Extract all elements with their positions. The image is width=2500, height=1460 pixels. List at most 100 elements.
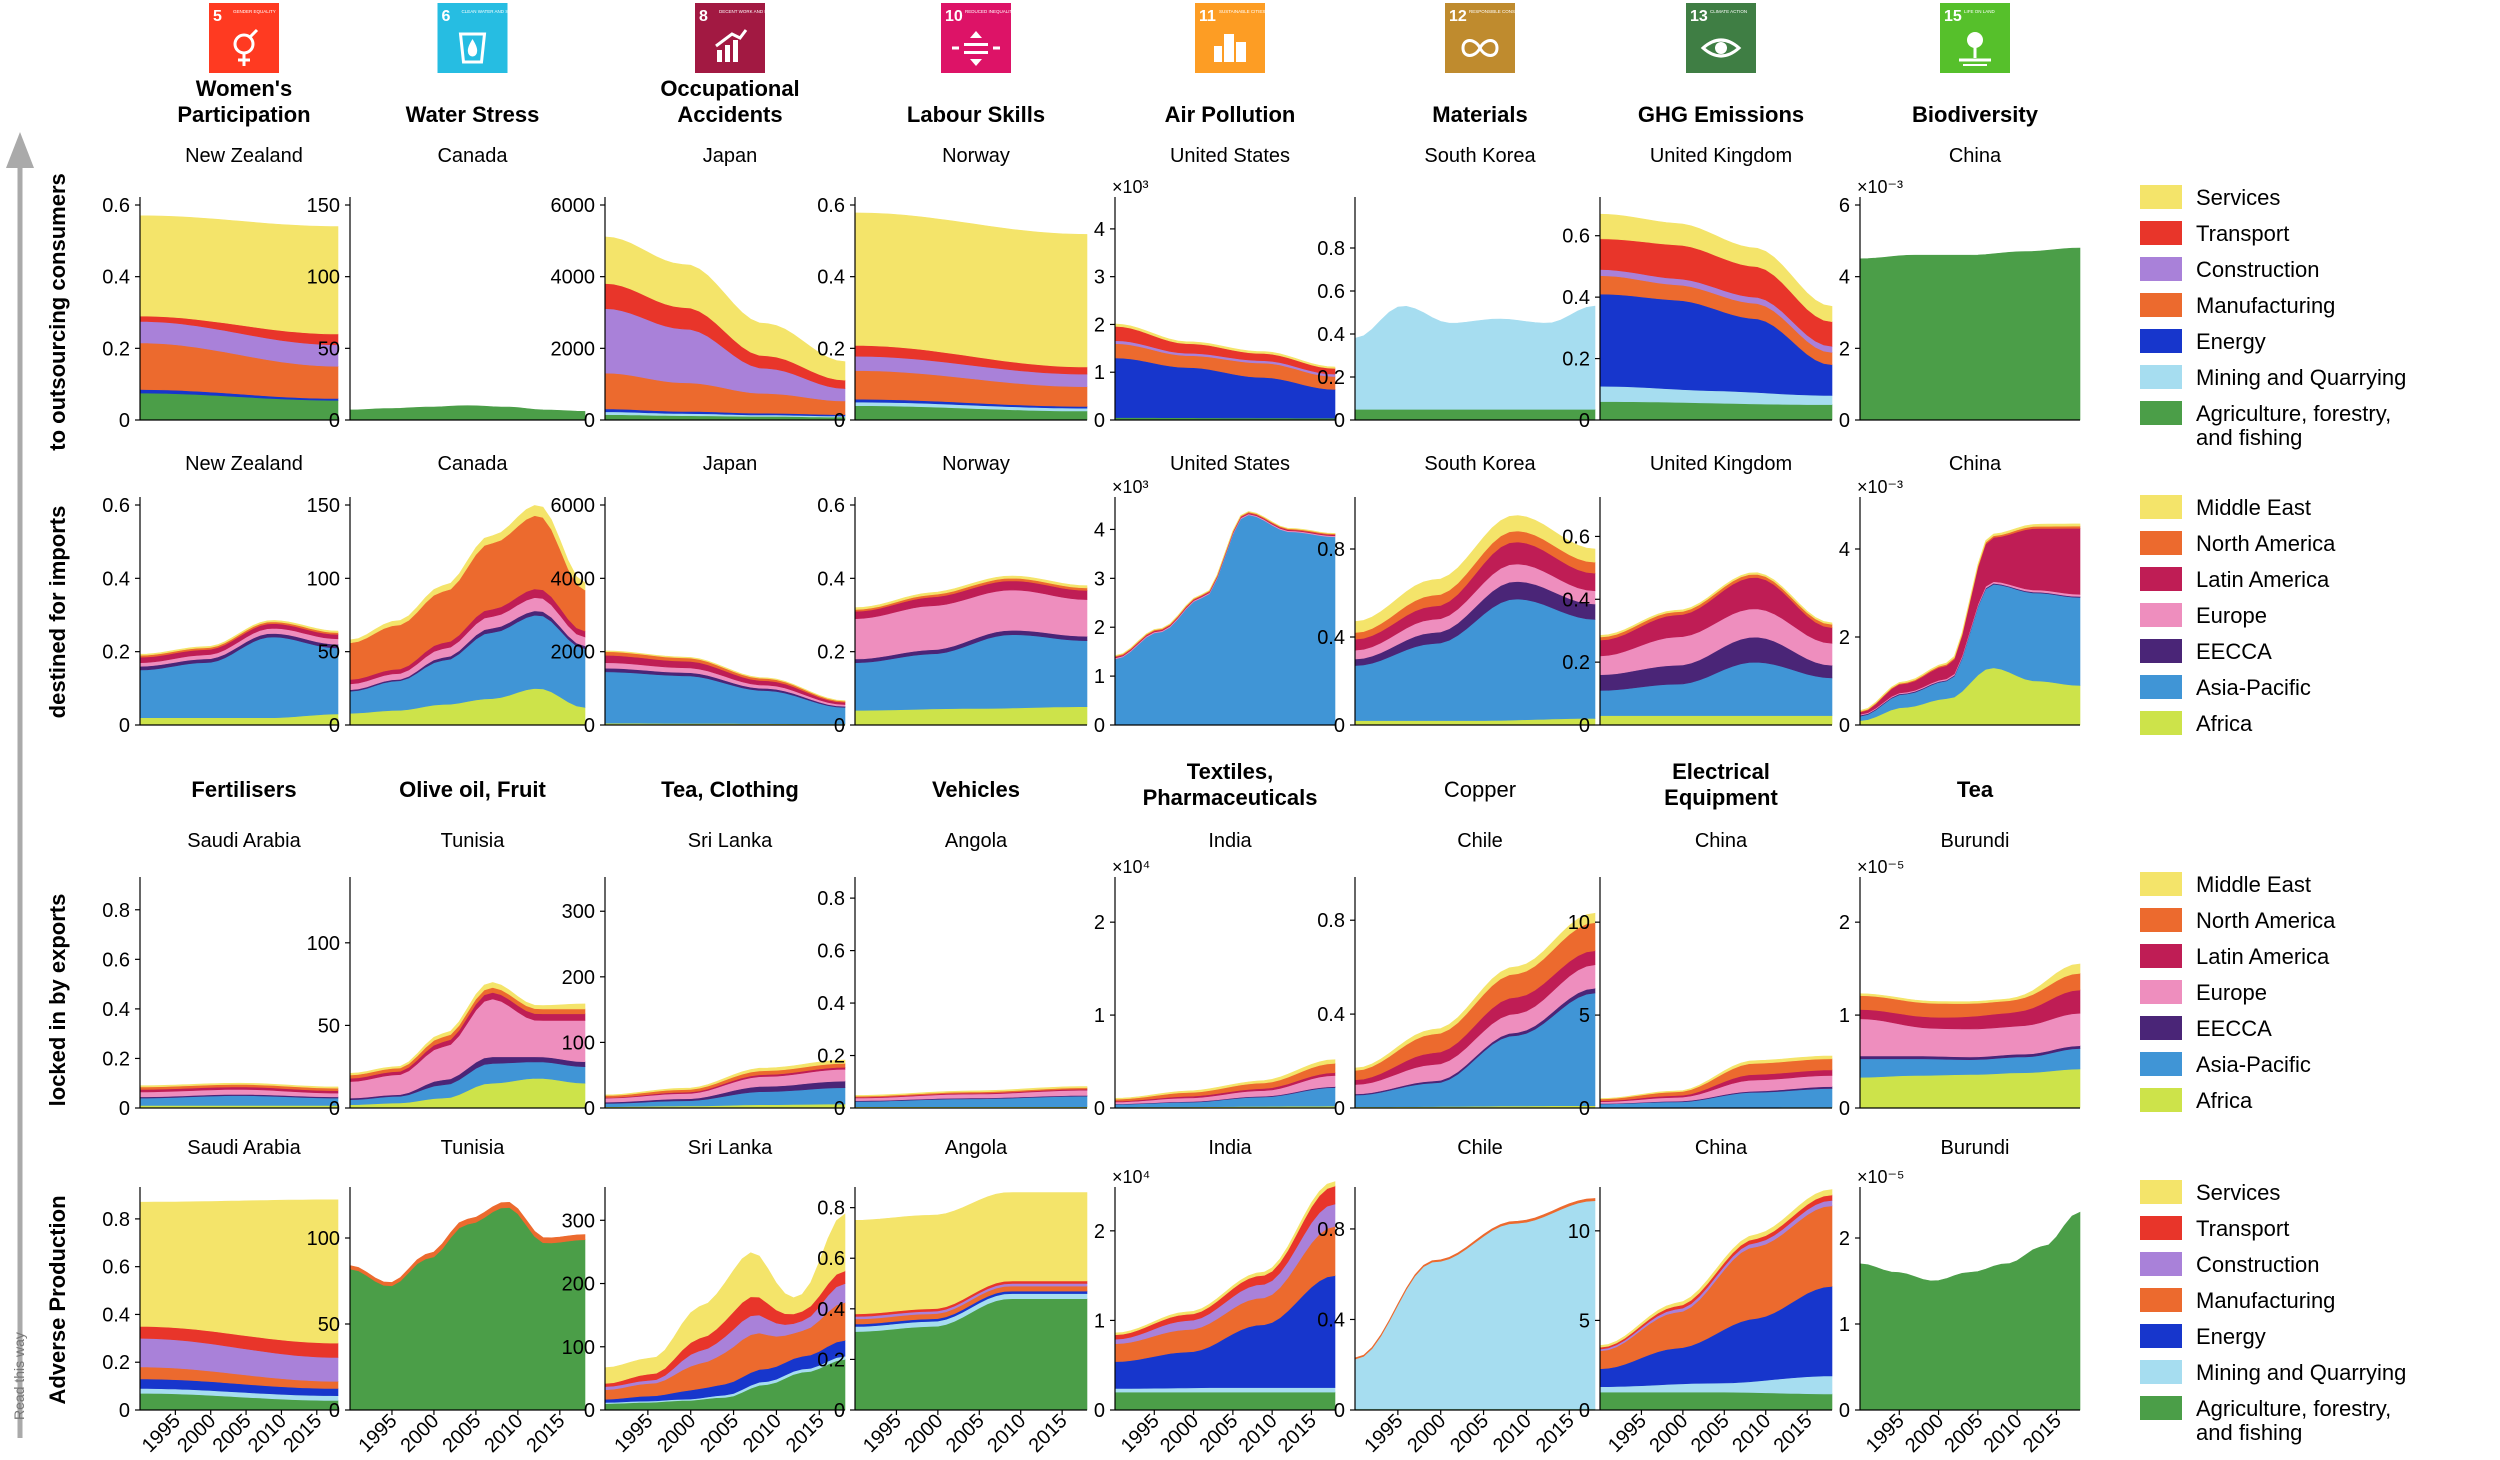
- area-middle-east: [1599, 572, 1833, 638]
- y-tick-label: 0: [1094, 1098, 1105, 1120]
- y-tick-label: 2000: [551, 338, 596, 360]
- country-label: Burundi: [1941, 1137, 2010, 1159]
- y-tick-label: 100: [562, 1032, 595, 1054]
- sdg-number: 12: [1449, 8, 1467, 25]
- legend-label-line: and fishing: [2196, 1420, 2302, 1445]
- legend-label: Middle East: [2196, 495, 2311, 520]
- legend-label-line: Europe: [2196, 980, 2267, 1005]
- y-tick-label: 0.6: [102, 195, 130, 217]
- y-tick-label: 0.2: [817, 1349, 845, 1371]
- y-tick-label: 0.4: [817, 993, 845, 1015]
- panel-r2c0: 0 0.2 0.4 0.6 0.8: [102, 877, 339, 1120]
- x-tick-label: 2005: [1446, 1410, 1493, 1457]
- x-tick-label: 2015: [1770, 1410, 1817, 1457]
- sdg-tile: [1445, 3, 1515, 73]
- legend-swatch: [2140, 944, 2182, 968]
- scale-label: ×10³: [1112, 177, 1149, 197]
- country-label: Canada: [437, 453, 508, 475]
- indicator-title-2: Occupational Accidents: [660, 76, 799, 127]
- product-title-3-line: Vehicles: [932, 777, 1020, 802]
- indicator-title-3-line: Labour Skills: [907, 102, 1045, 127]
- y-tick-label: 0.6: [817, 1248, 845, 1270]
- x-tick-label: 2015: [1532, 1410, 1579, 1457]
- area-middle-east: [1599, 1055, 1833, 1100]
- y-tick-label: 0: [1094, 1400, 1105, 1422]
- legend-label: Asia-Pacific: [2196, 675, 2311, 700]
- product-title-2-line: Tea, Clothing: [661, 777, 799, 802]
- legend-label: Europe: [2196, 603, 2267, 628]
- y-tick-label: 200: [562, 967, 595, 989]
- panel-r1c0: 0 0.2 0.4 0.6: [102, 495, 339, 737]
- y-tick-label: 50: [318, 1314, 340, 1336]
- legend-label-line: Energy: [2196, 1324, 2266, 1349]
- area-agriculture-forestry-: [1599, 1391, 1833, 1411]
- legend-label-line: Africa: [2196, 711, 2253, 736]
- x-tick-label: 1995: [859, 1410, 906, 1457]
- y-tick-label: 0.4: [817, 568, 845, 590]
- y-tick-label: 0.6: [102, 495, 130, 517]
- legend-item: Europe: [2140, 980, 2267, 1005]
- y-tick-label: 2: [1094, 617, 1105, 639]
- y-tick-label: 2: [1839, 1228, 1850, 1250]
- row-label-3: Adverse Production: [45, 1195, 70, 1404]
- y-tick-label: 0: [1334, 410, 1345, 432]
- y-tick-label: 0: [119, 410, 130, 432]
- legend-item: Mining and Quarrying: [2140, 365, 2406, 390]
- legend-swatch: [2140, 401, 2182, 425]
- sdg-number: 8: [699, 8, 708, 25]
- gender-symbol-icon: [233, 28, 259, 66]
- legend-swatch: [2140, 711, 2182, 735]
- y-tick-label: 0: [1839, 1098, 1850, 1120]
- product-title-4-line: Textiles,: [1187, 759, 1273, 784]
- sdg-caption: RESPONSIBLE CONSUMPTION AND PRODUCTION: [1469, 9, 1578, 14]
- legend-label-line: Agriculture, forestry,: [2196, 401, 2391, 426]
- legend-label-line: EECCA: [2196, 639, 2272, 664]
- area-mining-and-quarrying: [1354, 1200, 1596, 1410]
- country-label: New Zealand: [185, 453, 303, 475]
- x-tick-label: 2015: [522, 1410, 569, 1457]
- area-services: [604, 236, 846, 381]
- legend-swatch: [2140, 1016, 2182, 1040]
- country-label: Norway: [942, 145, 1010, 167]
- country-label: Tunisia: [441, 1137, 506, 1159]
- country-label: China: [1949, 145, 2002, 167]
- y-tick-label: 0.4: [1317, 324, 1345, 346]
- legend-label-line: EECCA: [2196, 1016, 2272, 1041]
- legend-label: Services: [2196, 1180, 2280, 1205]
- y-tick-label: 10: [1568, 1221, 1590, 1243]
- country-label: India: [1208, 830, 1252, 852]
- indicator-title-7-line: Biodiversity: [1912, 102, 2039, 127]
- legend-swatch: [2140, 1088, 2182, 1112]
- sdg-caption: DECENT WORK AND ECONOMIC GROWTH: [719, 9, 811, 14]
- y-tick-label: 0.2: [817, 642, 845, 664]
- area-services: [1114, 1181, 1336, 1336]
- legend-label-line: Latin America: [2196, 944, 2330, 969]
- panel-r0c7: 0 2 4 6 ×10⁻³: [1839, 177, 2081, 432]
- y-tick-label: 0.4: [1317, 627, 1345, 649]
- area-middle-east: [349, 982, 586, 1076]
- y-tick-label: 1: [1094, 666, 1105, 688]
- indicator-title-1-line: Water Stress: [406, 102, 540, 127]
- legend-swatch: [2140, 257, 2182, 281]
- y-tick-label: 5: [1579, 1005, 1590, 1027]
- country-label: South Korea: [1424, 145, 1536, 167]
- legend-swatch: [2140, 221, 2182, 245]
- y-tick-label: 0.2: [102, 1048, 130, 1070]
- y-tick-label: 0: [1579, 715, 1590, 737]
- y-tick-label: 50: [318, 642, 340, 664]
- y-tick-label: 6000: [551, 195, 596, 217]
- x-tick-label: 2015: [1274, 1410, 1321, 1457]
- legend-item: Africa: [2140, 1088, 2253, 1113]
- y-tick-label: 2000: [551, 642, 596, 664]
- y-tick-label: 0.6: [817, 495, 845, 517]
- legend-swatch: [2140, 495, 2182, 519]
- y-tick-label: 0.2: [102, 1352, 130, 1374]
- y-tick-label: 0.4: [102, 999, 130, 1021]
- y-tick-label: 100: [562, 1337, 595, 1359]
- y-tick-label: 50: [318, 338, 340, 360]
- y-tick-label: 0: [1579, 1400, 1590, 1422]
- x-tick-label: 1995: [610, 1410, 657, 1457]
- y-tick-label: 0: [329, 1400, 340, 1422]
